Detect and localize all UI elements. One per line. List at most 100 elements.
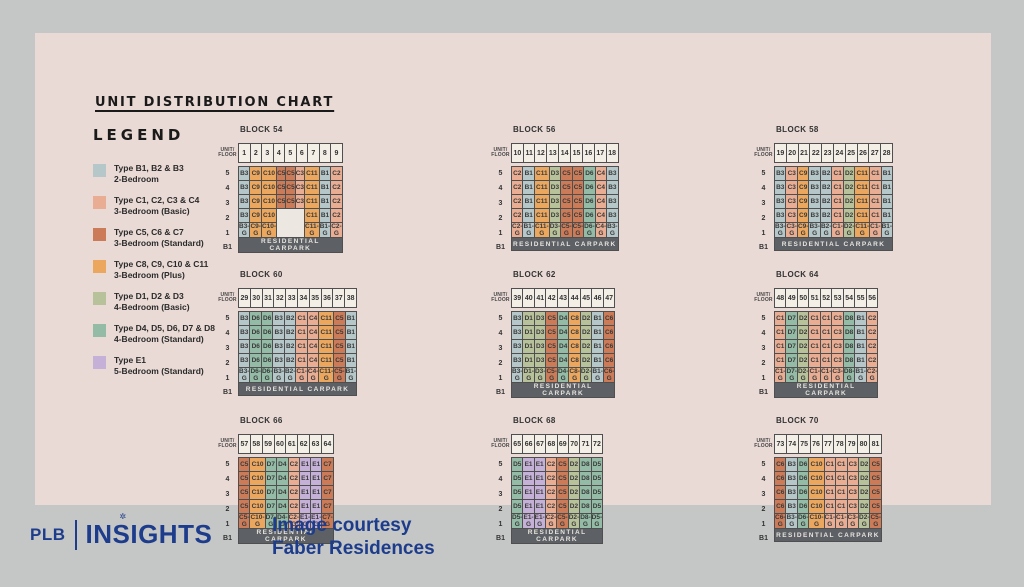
stack-header-cell: 28 (880, 143, 894, 163)
unit-cell: C11 (854, 208, 871, 223)
floor-label: 5 (761, 170, 766, 177)
unit-floor-label: UNIT/FLOOR (491, 143, 510, 163)
unit-cell: B3 (773, 166, 787, 181)
unit-cell: D6 (249, 353, 262, 368)
unit-cell: D5 (590, 485, 604, 500)
stack-header-cell: 32 (273, 288, 287, 308)
unit-cell: B3 (606, 194, 619, 209)
unit-cell: B1 (880, 194, 894, 209)
unit-cell: D4 (556, 339, 570, 354)
unit-cell: C1 (835, 485, 848, 500)
unit-cell: C5 (571, 208, 585, 223)
basement-label: B1 (223, 389, 232, 396)
unit-cell: C2 (510, 194, 524, 209)
unit-cell: D2 (567, 457, 581, 472)
stack-header: 57 58 59 60 61 62 63 64 (238, 434, 334, 454)
unit-cell: D2-G (857, 513, 871, 529)
unit-cell: C5 (571, 166, 585, 181)
unit-cell: C1 (835, 471, 848, 486)
unit-cell: C5 (560, 166, 573, 181)
floor-label: 5 (498, 315, 503, 322)
unit-cell: C11 (304, 194, 320, 209)
unit-cell: B1 (318, 194, 332, 209)
unit-cell: C11 (533, 208, 550, 223)
unit-floor-line2: FLOOR (218, 152, 237, 158)
floor-label: 2 (498, 506, 503, 513)
unit-cell: E1 (533, 485, 546, 500)
stack-header-cell: 62 (297, 434, 311, 454)
block-body: UNIT/FLOOR 5 4 3 2 1 B1 73 74 75 76 77 78 79 80 81 C6 B3 D… (753, 434, 882, 546)
unit-cell: C6-G (602, 367, 616, 383)
block-body: UNIT/FLOOR 5 4 3 2 1 B1 65 66 67 68 69 70 71 72 D5 E1 E1 C… (490, 434, 604, 546)
unit-grid: C5 C10 D7 D4 C2 E1 E1 C7 C5 C10 D7 D4 C2 E1 E1 C7 C5 C10 D… (237, 457, 334, 544)
basement-label: B1 (223, 535, 232, 542)
floor-label: 1 (498, 521, 503, 528)
basement-label: B1 (496, 389, 505, 396)
unit-cell: B1-G (344, 367, 358, 383)
unit-grid: B3 C9 C10 C5 C5 C3 C11 B1 C2 B3 C9 C10 C5 C5 C3 C11 B1 C2… (237, 166, 343, 253)
unit-cell: C11 (318, 339, 335, 354)
unit-cell: D4 (556, 311, 570, 326)
unit-cell: D4-G (556, 367, 570, 383)
unit-floor-label: UNIT/FLOOR (491, 288, 510, 308)
unit-cell: C1 (808, 339, 821, 354)
residential-carpark-bar: RESIDENTIAL CARPARK (238, 528, 334, 544)
unit-cell: D5 (590, 457, 604, 472)
unit-cell: B3 (237, 325, 251, 340)
unit-cell: B1 (344, 353, 358, 368)
unit-cell: C10 (249, 485, 266, 500)
floor-column: UNIT/FLOOR 5 4 3 2 1 B1 (753, 434, 774, 546)
unit-cell: D6 (260, 353, 274, 368)
unit-cell: C5 (571, 180, 585, 195)
stack-header-cell: 21 (797, 143, 811, 163)
unit-cell: B3 (808, 194, 821, 209)
unit-cell: B1 (591, 353, 604, 368)
stack-header-cell: 58 (249, 434, 263, 454)
unit-cell: B3 (773, 208, 787, 223)
unit-cell: C6 (602, 311, 616, 326)
unit-cell: C8 (568, 311, 581, 326)
unit-floor-line1: UNIT/ (756, 291, 771, 298)
stack-header-cell: 61 (285, 434, 299, 454)
unit-cell: D6 (796, 471, 810, 486)
floor-label: 4 (225, 185, 230, 192)
floor-label: 1 (761, 375, 766, 382)
floor-label: 4 (761, 476, 766, 483)
unit-grid: D5 E1 E1 C2 C5 D2 D8 D5 D5 E1 E1 C2 C5 D2 D8 D5 D5 E1 E1 C2… (510, 457, 604, 544)
stack-header-cell: 1 (238, 143, 251, 163)
credit-line1: Image courtesy (272, 515, 412, 536)
unit-cell: B3 (510, 353, 524, 368)
unit-cell: D4 (276, 457, 289, 472)
stack-header-cell: 26 (856, 143, 870, 163)
unit-cell: C5 (276, 194, 287, 209)
stack-header-cell: 5 (284, 143, 297, 163)
unit-cell: C6 (773, 485, 787, 500)
unit-cell: B3 (510, 311, 524, 326)
unit-cell: C5 (869, 471, 882, 486)
stack-header-cell: 69 (556, 434, 569, 454)
stack-header: 39 40 41 42 43 44 45 46 47 (510, 288, 616, 308)
unit-cell: C4 (306, 325, 320, 340)
unit-cell: C5 (571, 194, 585, 209)
unit-cell: D5 (510, 457, 524, 472)
unit-cell: C2 (865, 311, 879, 326)
floor-label: 1 (761, 521, 766, 528)
block-block-62: BLOCK 62 UNIT/FLOOR 5 4 3 2 1 B1 39 40 41 42 43 44 45 4… (490, 270, 616, 400)
stack-header-cell: 4 (272, 143, 286, 163)
footer: PLB INSIGHTS ✲ Image courtesy Faber Resi… (0, 505, 1024, 587)
unit-cell: C1-G (295, 367, 308, 383)
floor-label: 2 (761, 360, 766, 367)
unit-cell: C2-G (865, 367, 879, 383)
residential-carpark-bar: RESIDENTIAL CARPARK (510, 528, 604, 544)
unit-cell: C3 (785, 194, 798, 209)
floor-label: 3 (225, 491, 230, 498)
unit-cell: D3 (548, 194, 562, 209)
unit-cell: C2 (510, 208, 524, 223)
unit-cell: C1 (773, 339, 787, 354)
unit-cell: C5-G (545, 367, 558, 383)
stack-header-cell: 71 (579, 434, 592, 454)
block-title: BLOCK 56 (513, 125, 556, 134)
block-title: BLOCK 68 (513, 416, 556, 425)
stack-header-cell: 70 (567, 434, 581, 454)
unit-cell: B3 (272, 311, 285, 326)
